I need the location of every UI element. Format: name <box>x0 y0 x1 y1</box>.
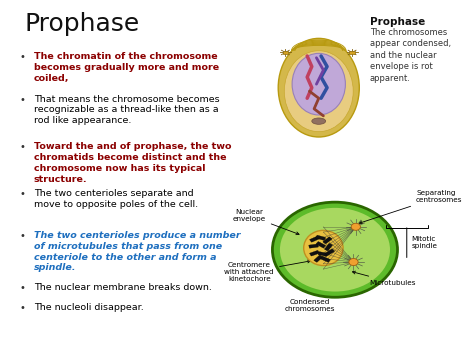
Circle shape <box>280 208 390 291</box>
FancyBboxPatch shape <box>325 249 335 256</box>
FancyBboxPatch shape <box>320 256 330 262</box>
FancyBboxPatch shape <box>325 244 332 251</box>
Ellipse shape <box>284 51 353 132</box>
Ellipse shape <box>278 38 359 137</box>
Ellipse shape <box>304 230 343 266</box>
FancyBboxPatch shape <box>310 236 319 242</box>
Circle shape <box>351 223 360 230</box>
Text: •: • <box>20 53 26 62</box>
Text: Centromere
with attached
kinetochore: Centromere with attached kinetochore <box>224 260 310 282</box>
FancyBboxPatch shape <box>316 242 326 248</box>
Text: The nucleoli disappear.: The nucleoli disappear. <box>34 302 144 312</box>
FancyBboxPatch shape <box>318 252 328 256</box>
Text: The chromosomes
appear condensed,
and the nuclear
envelope is rot
apparent.: The chromosomes appear condensed, and th… <box>370 28 451 83</box>
Bar <box>283 51 288 54</box>
Bar <box>349 51 355 54</box>
Circle shape <box>273 202 398 297</box>
Ellipse shape <box>312 118 326 124</box>
Text: •: • <box>20 283 26 293</box>
Text: The two centerioles separate and
move to opposite poles of the cell.: The two centerioles separate and move to… <box>34 189 198 208</box>
Text: Microtubules: Microtubules <box>353 271 416 286</box>
Circle shape <box>349 258 358 266</box>
Text: The chromatin of the chromosome
becomes gradually more and more
coiled,: The chromatin of the chromosome becomes … <box>34 53 219 83</box>
Text: Prophase: Prophase <box>370 17 425 27</box>
Text: Toward the and of prophase, the two
chromatids become distinct and the
chromosom: Toward the and of prophase, the two chro… <box>34 142 231 184</box>
Text: The nuclear membrane breaks down.: The nuclear membrane breaks down. <box>34 283 212 292</box>
Text: The two centerioles produce a number
of microtubules that pass from one
centerio: The two centerioles produce a number of … <box>34 231 240 272</box>
FancyBboxPatch shape <box>309 244 319 248</box>
Text: That means the chromosome becomes
recognizable as a thread-like then as a
rod li: That means the chromosome becomes recogn… <box>34 95 219 125</box>
Text: Nuclear
envelope: Nuclear envelope <box>233 209 299 235</box>
Ellipse shape <box>292 53 346 115</box>
Text: •: • <box>20 189 26 199</box>
Text: Condensed
chromosomes: Condensed chromosomes <box>284 299 335 312</box>
Text: •: • <box>20 142 26 152</box>
Text: Separating
centrosomes: Separating centrosomes <box>359 190 463 224</box>
Text: •: • <box>20 231 26 241</box>
Text: •: • <box>20 302 26 312</box>
FancyBboxPatch shape <box>310 250 319 256</box>
FancyBboxPatch shape <box>314 255 323 262</box>
FancyBboxPatch shape <box>316 235 326 240</box>
Text: Mitotic
spindle: Mitotic spindle <box>411 236 438 249</box>
Text: •: • <box>20 95 26 105</box>
Text: Prophase: Prophase <box>25 12 140 36</box>
FancyBboxPatch shape <box>323 237 332 244</box>
